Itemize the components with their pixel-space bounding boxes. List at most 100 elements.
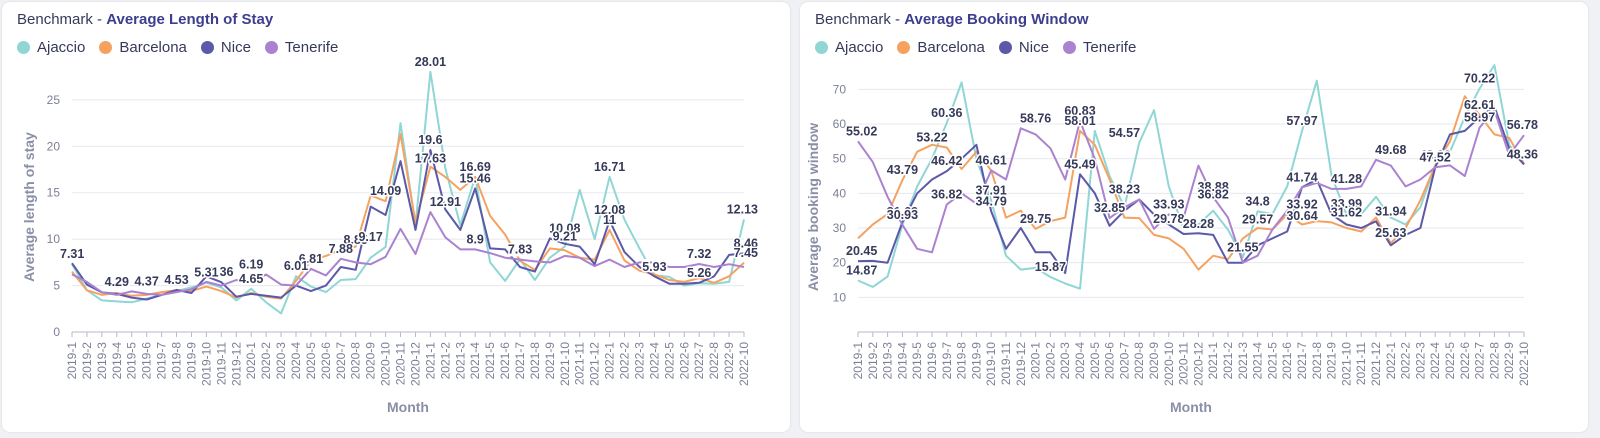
data-label: 16.69 [460,160,491,174]
legend-label: Barcelona [917,39,985,56]
legend-item-nice[interactable]: Nice [200,39,251,56]
data-label: 49.68 [1375,143,1406,157]
x-tick-label: 2020-6 [319,342,333,380]
data-label: 14.87 [846,263,877,277]
data-label: 36.82 [931,187,962,201]
legend-item-ajaccio[interactable]: Ajaccio [815,39,883,56]
x-tick-label: 2021-7 [513,342,527,380]
data-label: 4.26 [105,275,129,289]
data-label: 6.19 [239,258,263,272]
x-tick-label: 2019-1 [65,342,79,380]
data-label: 19.6 [418,133,442,147]
x-tick-label: 2019-11 [999,342,1013,385]
legend-label: Ajaccio [37,39,86,56]
chart-legend: Ajaccio Barcelona Nice Tenerife [17,39,338,56]
legend-item-tenerife[interactable]: Tenerife [264,39,339,56]
x-tick-label: 2022-5 [662,342,676,380]
legend-item-ajaccio[interactable]: Ajaccio [17,39,85,56]
data-label: 53.22 [916,131,947,145]
data-label: 48.36 [1507,147,1538,161]
series-line-tenerife [857,109,1525,264]
legend-label: Tenerife [284,39,339,56]
panel-title: Benchmark - Average Length of Stay [17,11,273,28]
x-tick-label: 2020-4 [1073,342,1087,380]
y-tick-label: 25 [47,93,61,107]
data-label: 29.75 [1020,212,1051,226]
data-label: 38.88 [1198,180,1229,194]
data-label: 7.32 [687,247,711,261]
data-label: 25.63 [1375,226,1406,240]
y-tick-label: 10 [47,232,61,246]
data-label: 46.61 [976,153,1007,167]
data-label: 70.22 [1464,72,1495,86]
x-tick-label: 2020-9 [1147,342,1161,380]
x-tick-label: 2019-9 [969,342,983,380]
y-tick-label: 50 [833,152,847,166]
x-tick-label: 2021-8 [528,342,542,380]
x-tick-label: 2020-5 [1088,342,1102,380]
title-prefix: Benchmark - [815,11,905,28]
x-tick-label: 2021-1 [1206,342,1220,380]
x-tick-label: 2019-6 [925,342,939,380]
y-axis-title: Average booking window [805,123,821,291]
data-label: 7.31 [60,247,84,261]
x-tick-label: 2022-2 [618,342,632,380]
data-label: 8.46 [734,236,758,250]
x-tick-label: 2020-2 [259,342,273,380]
data-label: 7.41 [60,246,84,260]
y-tick-label: 30 [833,221,847,235]
data-label: 31.69 [887,205,918,219]
data-label: 5.26 [687,266,711,280]
x-tick-label: 2020-2 [1043,342,1057,380]
x-tick-label: 2020-7 [334,342,348,380]
x-tick-label: 2020-8 [349,342,363,380]
legend-item-barcelona[interactable]: Barcelona [99,39,187,56]
legend-item-barcelona[interactable]: Barcelona [897,39,985,56]
data-label: 14.09 [370,184,401,198]
panel-title: Benchmark - Average Booking Window [815,11,1089,28]
data-label: 8.85 [344,233,368,247]
x-tick-label: 2022-2 [1399,342,1413,380]
data-label: 58.97 [1464,111,1495,125]
data-label: 9.21 [553,229,577,243]
x-tick-label: 2022-4 [1428,342,1442,380]
legend-swatch [17,41,30,54]
legend-label: Nice [220,39,251,56]
x-tick-label: 2019-10 [984,342,998,386]
x-tick-label: 2021-11 [1354,342,1368,385]
x-tick-label: 2021-6 [498,342,512,380]
data-label: 32.85 [1094,201,1125,215]
x-tick-label: 2020-1 [244,342,258,380]
y-tick-label: 10 [833,290,847,304]
x-tick-label: 2019-5 [910,342,924,380]
data-label: 48.06 [1420,148,1451,162]
x-tick-label: 2021-9 [1325,342,1339,380]
x-tick-label: 2020-7 [1117,342,1131,380]
x-tick-label: 2019-1 [851,342,865,380]
data-label: 30.93 [887,208,918,222]
data-label: 43.79 [887,163,918,177]
x-tick-label: 2022-1 [603,342,617,380]
legend-item-nice[interactable]: Nice [998,39,1049,56]
data-label: 17.63 [415,151,446,165]
data-label: 6.01 [284,259,308,273]
legend-item-tenerife[interactable]: Tenerife [1062,39,1136,56]
data-label: 7.83 [508,242,532,256]
x-tick-label: 2019-9 [184,342,198,380]
x-tick-label: 2021-8 [1310,342,1324,380]
data-label: 29.57 [1242,212,1273,226]
x-tick-label: 2021-1 [423,342,437,380]
x-tick-label: 2022-9 [722,342,736,380]
x-tick-label: 2022-3 [632,342,646,380]
data-label: 47.52 [1420,150,1451,164]
data-label: 37.91 [976,184,1007,198]
legend-swatch [99,41,113,54]
length-of-stay-panel: Benchmark - Average Length of Stay Ajacc… [2,2,790,432]
data-label: 5.31 [194,266,218,280]
x-tick-label: 2022-9 [1502,342,1516,380]
data-label: 5.36 [209,265,233,279]
data-label: 4.65 [239,272,263,286]
x-tick-label: 2020-10 [379,342,393,386]
data-label: 31.94 [1375,204,1406,218]
y-tick-label: 0 [53,325,60,339]
